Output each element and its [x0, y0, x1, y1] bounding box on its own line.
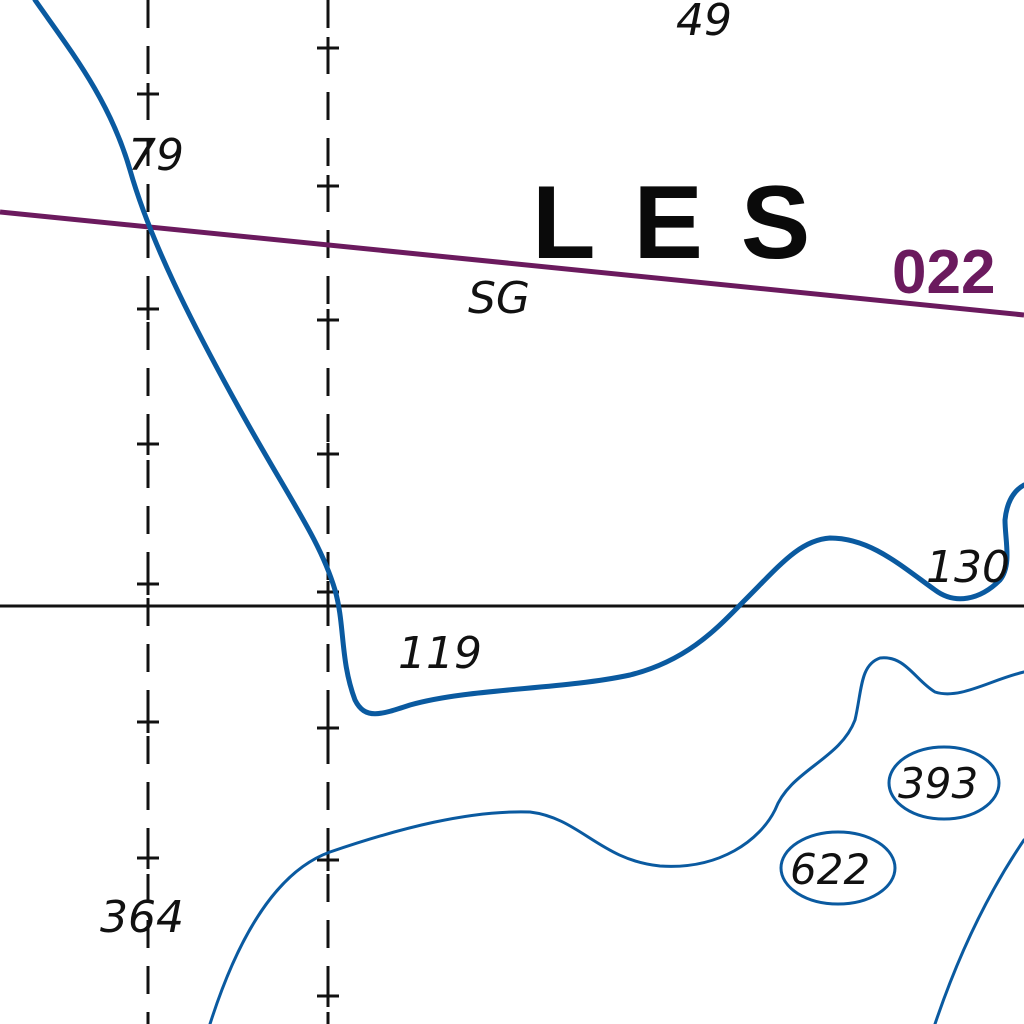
sounding-left-upper: 79 — [128, 130, 184, 181]
route-label: 022 — [892, 238, 995, 307]
sounding-ring-393 — [887, 745, 1001, 821]
sounding-circled-393: 393 — [898, 759, 978, 808]
sounding-ring-622 — [779, 830, 897, 906]
depth-contour-thin-lower — [208, 656, 1024, 1024]
meridian-tick-marks — [137, 37, 339, 1007]
sounding-circled-622: 622 — [790, 845, 870, 894]
sounding-mid: 119 — [398, 628, 482, 679]
depth-contour-thin-right — [933, 838, 1024, 1024]
route-line — [0, 209, 1024, 318]
place-name-label: LES — [532, 165, 848, 281]
sounding-top: 49 — [676, 0, 732, 46]
depth-contour-thick — [32, 0, 1024, 717]
seabed-quality-label: SG — [468, 273, 530, 324]
sounding-right: 130 — [926, 542, 1010, 593]
sounding-left-lower: 364 — [100, 892, 184, 943]
